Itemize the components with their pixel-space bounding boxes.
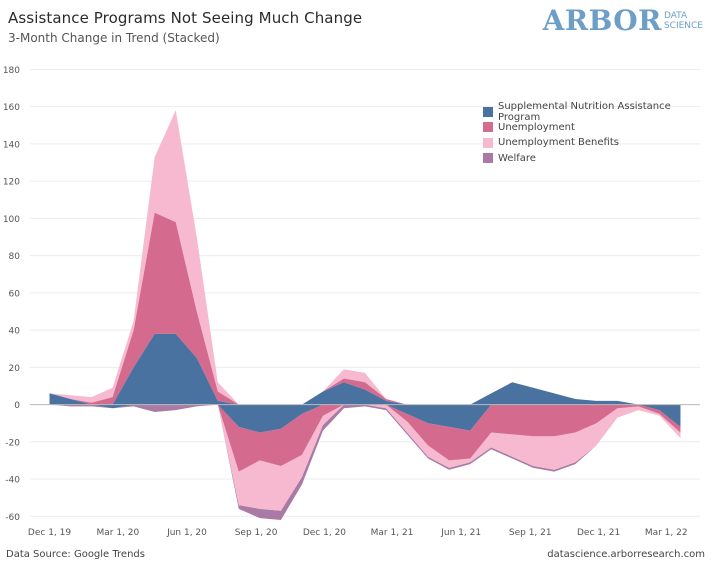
chart-subtitle: 3-Month Change in Trend (Stacked) <box>8 31 220 45</box>
logo-subtext-line2: SCIENCE <box>663 20 703 31</box>
y-tick-label: -20 <box>5 438 20 448</box>
y-tick-label: -40 <box>5 476 20 486</box>
y-tick-label: 140 <box>3 140 20 150</box>
legend-swatch <box>483 106 493 117</box>
y-tick-label: -60 <box>5 513 20 523</box>
legend-item: Welfare <box>483 151 713 167</box>
logo-subtext-line1: DATA <box>663 10 688 21</box>
area-unemployment-benefits-positive <box>49 110 681 405</box>
legend-item: Supplemental Nutrition Assistance Progra… <box>483 100 713 123</box>
y-tick-label: 100 <box>3 215 20 225</box>
x-tick-label: Dec 1, 19 <box>28 528 71 538</box>
y-tick-label: 60 <box>9 289 21 299</box>
chart-title: Assistance Programs Not Seeing Much Chan… <box>8 9 363 27</box>
logo-wordmark: ARBOR <box>542 4 662 37</box>
legend-swatch <box>483 122 493 133</box>
legend-label: Unemployment <box>498 121 575 133</box>
arbor-logo: ARBOR DATA SCIENCE <box>543 4 703 37</box>
area-unemployment-negative <box>49 404 681 472</box>
y-tick-label: 40 <box>9 327 21 337</box>
legend-item: Unemployment <box>483 120 713 136</box>
x-tick-label: Jun 1, 21 <box>440 528 481 538</box>
legend-swatch <box>483 137 493 148</box>
y-tick-label: 0 <box>14 401 20 411</box>
legend: Supplemental Nutrition Assistance Progra… <box>483 100 713 167</box>
legend-label: Welfare <box>498 152 536 164</box>
y-tick-label: 120 <box>3 178 20 188</box>
legend-label: Unemployment Benefits <box>498 137 619 149</box>
x-tick-label: Mar 1, 22 <box>645 528 688 538</box>
source-url: datascience.arborresearch.com <box>547 549 705 560</box>
x-axis: Dec 1, 19 Mar 1, 20 Jun 1, 20 Sep 1, 20 Dec … <box>28 528 688 538</box>
data-source-note: Data Source: Google Trends <box>6 549 145 560</box>
x-tick-label: Jun 1, 20 <box>166 528 207 538</box>
y-tick-label: 80 <box>9 252 21 262</box>
area-series <box>49 110 681 520</box>
legend-item: Unemployment Benefits <box>483 135 713 151</box>
area-supplemental-nutrition-assistance-program-positive <box>49 333 681 405</box>
logo-subtext: DATA SCIENCE <box>664 11 703 31</box>
x-tick-label: Mar 1, 21 <box>371 528 414 538</box>
legend-label: Supplemental Nutrition Assistance Progra… <box>498 100 671 123</box>
y-tick-label: 160 <box>3 103 20 113</box>
x-tick-label: Sep 1, 20 <box>235 528 278 538</box>
y-tick-label: 20 <box>9 364 21 374</box>
area-unemployment-benefits-negative <box>49 404 681 511</box>
y-axis: -60 -40 -20 0 20 40 60 80 100 120 140 160 180 <box>3 66 20 523</box>
area-supplemental-nutrition-assistance-program-negative <box>49 404 681 433</box>
area-unemployment-positive <box>49 212 681 405</box>
legend-swatch <box>483 153 493 164</box>
x-tick-label: Mar 1, 20 <box>97 528 140 538</box>
x-tick-label: Dec 1, 20 <box>303 528 346 538</box>
y-tick-label: 180 <box>3 66 20 76</box>
x-tick-label: Dec 1, 21 <box>577 528 620 538</box>
x-tick-label: Sep 1, 21 <box>509 528 552 538</box>
